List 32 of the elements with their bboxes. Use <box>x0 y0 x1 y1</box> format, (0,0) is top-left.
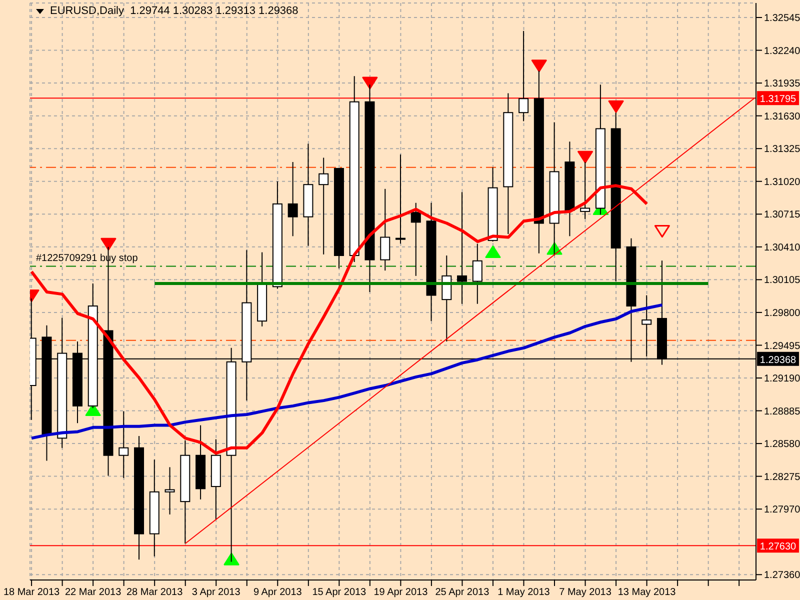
y-tick-label: 1.29495 <box>764 340 800 352</box>
y-tick-label: 1.30105 <box>764 275 800 286</box>
x-tick-label: 13 May 2013 <box>618 587 676 598</box>
x-tick-label: 3 Apr 2013 <box>192 587 241 598</box>
y-tick-label: 1.32545 <box>764 13 800 24</box>
y-tick-label: 1.32240 <box>764 46 800 57</box>
x-tick-label: 25 Apr 2013 <box>435 587 490 598</box>
y-tick-label: 1.29190 <box>764 374 800 385</box>
y-tick-label: 1.31935 <box>764 78 800 90</box>
x-tick-label: 22 Mar 2013 <box>64 587 122 598</box>
ref-line-label: 1.27630 <box>760 542 797 553</box>
y-tick-label: 1.28580 <box>764 439 800 450</box>
x-tick-label: 28 Mar 2013 <box>126 587 184 598</box>
y-tick-label: 1.27970 <box>764 504 800 516</box>
x-tick-label: 15 Apr 2013 <box>312 587 367 598</box>
y-tick-label: 1.30410 <box>764 242 800 254</box>
y-tick-label: 1.30715 <box>764 210 800 221</box>
ref-line-label: 1.29368 <box>760 354 797 366</box>
y-tick-label: 1.29800 <box>764 308 800 320</box>
y-tick-label: 1.31325 <box>764 144 800 156</box>
x-tick-label: 9 Apr 2013 <box>253 587 302 598</box>
y-tick-label: 1.27360 <box>764 570 800 582</box>
x-tick-label: 1 May 2013 <box>498 587 550 598</box>
chart-title: EURUSD,Daily 1.29744 1.30283 1.29313 1.29368 <box>50 5 298 17</box>
y-tick-label: 1.28275 <box>764 472 800 483</box>
x-tick-label: 19 Apr 2013 <box>374 587 428 598</box>
y-tick-label: 1.31020 <box>764 176 800 188</box>
y-tick-label: 1.31630 <box>764 111 800 122</box>
y-tick-label: 1.28885 <box>764 406 800 418</box>
x-tick-label: 18 Mar 2013 <box>3 587 60 598</box>
x-tick-label: 7 May 2013 <box>559 587 612 598</box>
ref-line-label: 1.31795 <box>760 94 797 106</box>
